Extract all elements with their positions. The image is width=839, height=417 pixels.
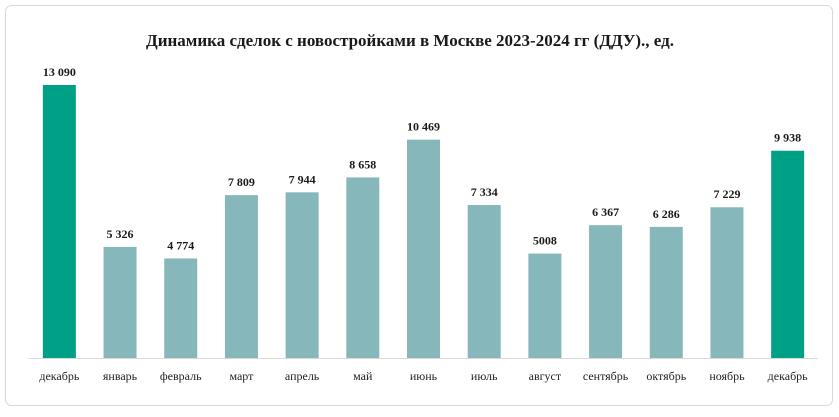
x-tick-label: декабрь (768, 369, 809, 383)
x-tick-label: июнь (410, 369, 438, 383)
bar (164, 258, 198, 358)
x-tick-label: ноябрь (709, 369, 745, 383)
data-label: 8 658 (349, 157, 376, 171)
x-tick-label: июль (471, 369, 498, 383)
bar (42, 85, 76, 358)
data-label: 7 229 (713, 187, 740, 201)
x-tick-label: сентябрь (583, 369, 629, 383)
data-label: 5 326 (107, 227, 134, 241)
bar (649, 226, 683, 358)
data-label: 6 286 (653, 207, 680, 221)
data-label: 13 090 (43, 65, 76, 79)
x-tick-label: август (529, 369, 562, 383)
data-label: 10 469 (407, 120, 440, 134)
x-tick-label: декабрь (39, 369, 80, 383)
x-tick-label: октябрь (646, 369, 686, 383)
x-tick-label: февраль (160, 369, 202, 383)
data-label: 6 367 (592, 205, 619, 219)
data-label: 7 809 (228, 175, 255, 189)
bar (285, 192, 319, 358)
bar (224, 195, 258, 358)
data-label: 5008 (533, 234, 557, 248)
bar (589, 225, 623, 358)
data-label: 7 334 (471, 185, 498, 199)
data-label: 7 944 (289, 172, 316, 186)
bar (771, 150, 805, 358)
bar (407, 139, 440, 358)
bar (346, 177, 380, 358)
x-tick-label: апрель (285, 369, 320, 383)
chart-title: Динамика сделок с новостройками в Москве… (146, 31, 674, 50)
bar (103, 246, 137, 358)
data-label: 9 938 (774, 131, 801, 145)
bar (467, 205, 501, 358)
x-tick-label: май (353, 369, 373, 383)
x-tick-label: март (229, 369, 254, 383)
bar (528, 253, 562, 358)
data-label: 4 774 (167, 238, 194, 252)
x-tick-label: январь (103, 369, 138, 383)
bar (710, 207, 744, 358)
